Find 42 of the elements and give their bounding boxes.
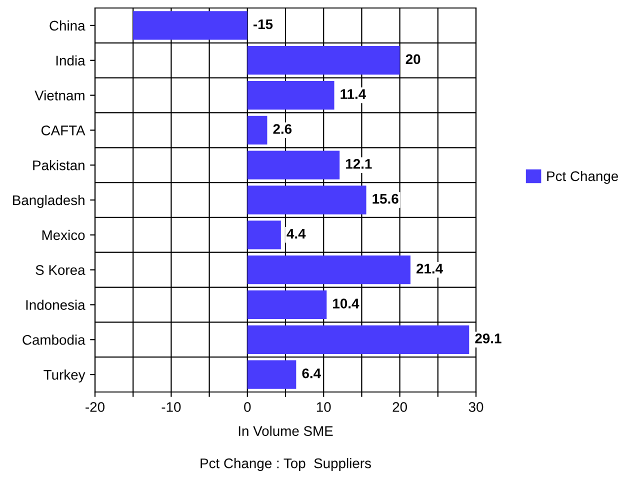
- bar: [247, 80, 334, 110]
- x-tick-label: -20: [86, 402, 104, 412]
- bar: [247, 256, 410, 284]
- bar: [247, 290, 327, 320]
- x-tick-label: 20: [392, 402, 407, 412]
- bar: [247, 116, 268, 144]
- text: Pct Change : Top Suppliers: [200, 458, 371, 471]
- y-tick-label: Cambodia: [22, 334, 86, 345]
- x-tick-label: 0: [244, 402, 251, 412]
- data-label: 4.4: [286, 228, 306, 238]
- data-label: 20: [406, 54, 420, 64]
- y-tick-label: Bangladesh: [13, 194, 84, 208]
- y-tick-label: Indonesia: [26, 300, 86, 310]
- x-tick-label: 30: [468, 402, 484, 412]
- data-label: 10.4: [333, 298, 360, 308]
- y-tick-label: Turkey: [44, 370, 86, 382]
- bar: [247, 46, 400, 75]
- y-tick-label: India: [56, 55, 86, 66]
- x-tick-label: 10: [316, 402, 331, 412]
- bar: [247, 325, 470, 354]
- bar: [247, 150, 340, 180]
- y-tick-label: Mexico: [42, 230, 85, 240]
- data-label: -15: [254, 19, 273, 30]
- data-label: 2.6: [273, 124, 292, 134]
- legend-label: Pct Change: [547, 170, 618, 184]
- data-label: 29.1: [475, 334, 502, 344]
- y-tick-label: Pakistan: [33, 160, 84, 170]
- y-tick-label: S Korea: [36, 265, 86, 275]
- data-label: 6.4: [302, 368, 321, 378]
- data-label: 15.6: [372, 194, 398, 204]
- x-axis-title: In Volume SME: [238, 426, 333, 436]
- bar: [247, 220, 281, 250]
- bar: [247, 360, 296, 389]
- y-tick-label: CAFTA: [41, 126, 86, 136]
- y-tick-label: Vietnam: [34, 90, 84, 100]
- data-label: 12.1: [346, 158, 372, 169]
- x-tick-label: -10: [162, 402, 181, 412]
- data-label: 11.4: [340, 89, 366, 99]
- data-label: 21.4: [416, 264, 443, 274]
- bar: [247, 186, 366, 214]
- bar: [133, 11, 248, 40]
- y-tick-label: China: [50, 20, 86, 31]
